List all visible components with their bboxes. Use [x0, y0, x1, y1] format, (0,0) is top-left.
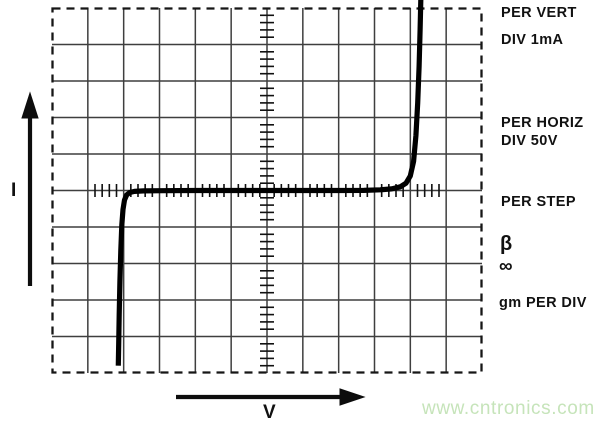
v-axis-arrow-right-icon	[176, 388, 366, 406]
readout-per-vert: PER VERT	[501, 5, 577, 21]
watermark-text: www.cntronics.com	[422, 398, 595, 419]
readout-gm-per-div: gm PER DIV	[499, 295, 587, 311]
i-axis-arrow-up-icon	[21, 91, 39, 286]
readout-per-horiz-value: DIV 50V	[501, 133, 558, 149]
readout-infinity-symbol: ∞	[499, 256, 513, 277]
readout-per-step: PER STEP	[501, 194, 576, 210]
graticule-dashed-border	[51, 7, 483, 374]
readout-beta-symbol: β	[500, 233, 513, 255]
readout-per-horiz: PER HORIZ	[501, 115, 584, 131]
i-axis-label: I	[11, 180, 17, 201]
v-axis-label: V	[263, 402, 276, 423]
iv-characteristic-curve	[115, 0, 424, 366]
readout-per-vert-value: DIV 1mA	[501, 32, 564, 48]
graticule-grid	[52, 8, 482, 373]
